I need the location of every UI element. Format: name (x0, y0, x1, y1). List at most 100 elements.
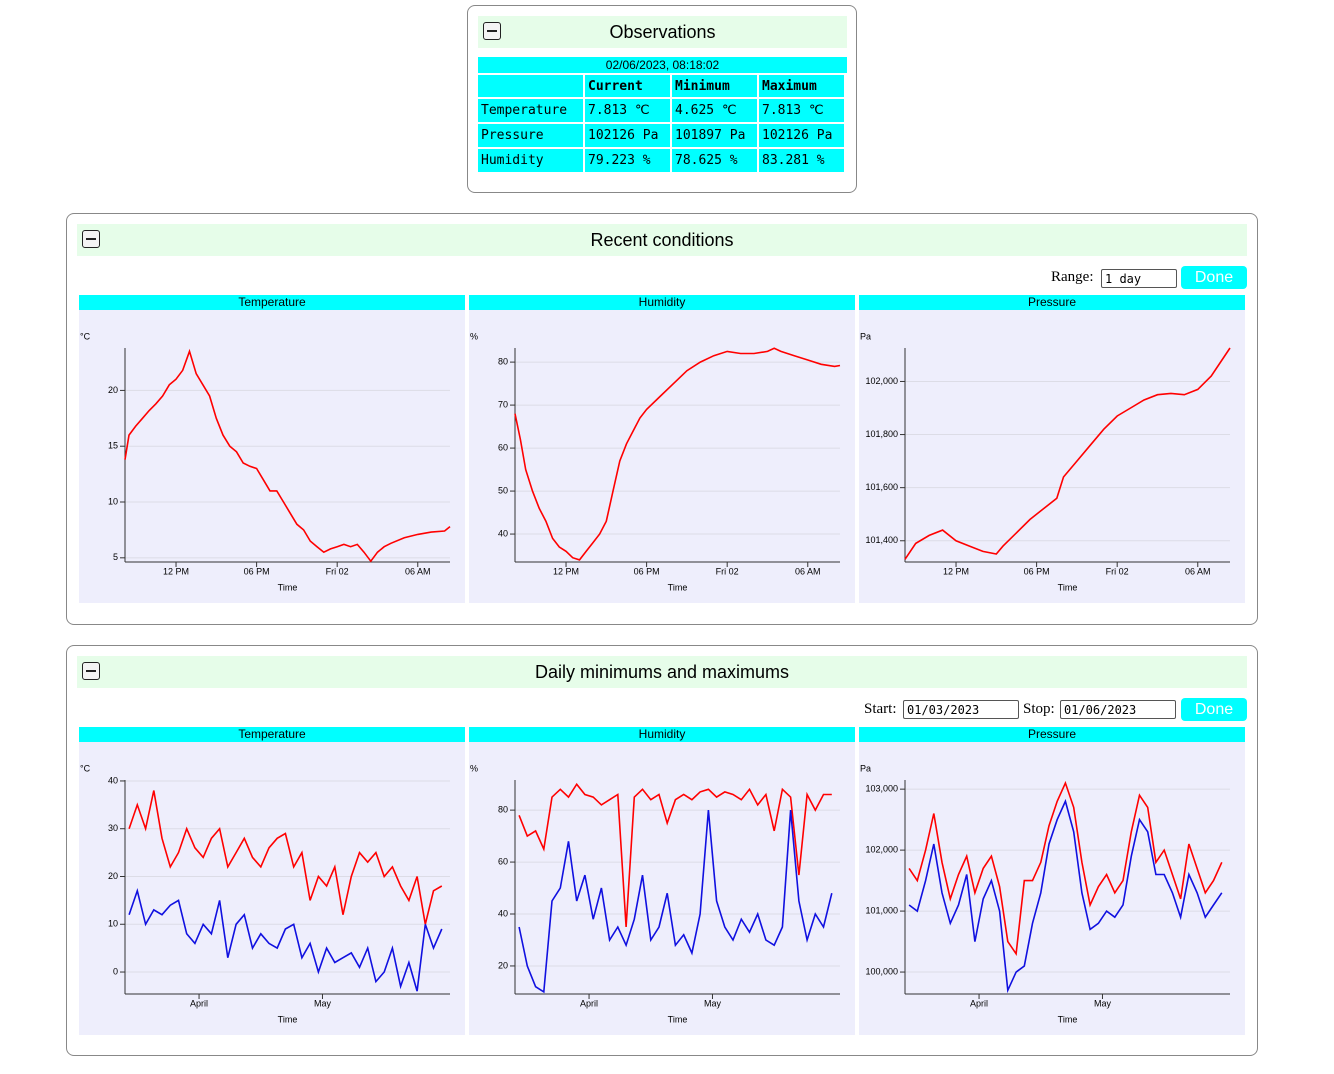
y-tick-label: 70 (498, 399, 508, 409)
y-tick-label: 40 (108, 775, 118, 785)
x-tick-label: 06 PM (1024, 566, 1050, 576)
chart-title: Humidity (469, 727, 855, 742)
cell: 78.625 % (672, 149, 757, 172)
chart: % Time 20 40 60 80 April May (469, 742, 855, 1035)
chart: Pa Time 101,400 101,600 101,800 102,000 12 PM 0… (859, 310, 1245, 603)
x-tick-label: April (580, 998, 598, 1008)
title-text: Recent conditions (590, 230, 734, 250)
y-axis-label: Pa (860, 331, 871, 341)
x-tick-label: 06 AM (405, 566, 431, 576)
x-tick-label: 06 PM (634, 566, 660, 576)
y-tick-label: 101,600 (865, 482, 898, 492)
cell: 4.625 ℃ (672, 99, 757, 122)
row-label: Humidity (478, 149, 583, 172)
minimize-button[interactable] (483, 22, 501, 40)
start-date[interactable]: 01/03/2023 (903, 700, 1019, 719)
minimize-button[interactable] (82, 662, 100, 680)
y-tick-label: 103,000 (865, 784, 898, 794)
cell: 83.281 % (759, 149, 844, 172)
y-axis-label: °C (80, 331, 91, 341)
y-tick-label: 60 (498, 442, 508, 452)
y-tick-label: 40 (498, 908, 508, 918)
x-tick-label: 06 AM (795, 566, 821, 576)
done-button[interactable]: Done (1181, 266, 1247, 289)
data-line (908, 780, 1223, 957)
col-head: Current (585, 75, 670, 97)
done-button[interactable]: Done (1181, 698, 1247, 721)
y-tick-label: 10 (108, 919, 118, 929)
cell: 79.223 % (585, 149, 670, 172)
y-tick-label: 50 (498, 485, 508, 495)
title-text: Daily minimums and maximums (534, 662, 790, 682)
chart: °C Time 5 10 15 20 12 PM 06 PM Fri 02 06 AM (79, 310, 465, 603)
y-tick-label: 60 (498, 856, 508, 866)
x-axis-label: Time (1058, 1014, 1078, 1024)
corner-cell (478, 75, 583, 97)
y-tick-label: 100,000 (865, 966, 898, 976)
cell: 101897 Pa (672, 124, 757, 147)
y-tick-label: 10 (108, 496, 118, 506)
col-head: Maximum (759, 75, 844, 97)
stop-label: Stop: (1023, 701, 1055, 717)
data-line (128, 887, 443, 992)
chart-title: Pressure (859, 295, 1245, 310)
data-line (124, 348, 451, 563)
y-tick-label: 20 (108, 871, 118, 881)
y-tick-label: 0 (113, 966, 118, 976)
data-line (518, 782, 832, 928)
x-axis-label: Time (278, 1014, 298, 1024)
x-tick-label: 06 PM (244, 566, 270, 576)
cell: 102126 Pa (759, 124, 844, 147)
data-line (514, 347, 841, 561)
y-tick-label: 101,000 (865, 905, 898, 915)
minimize-button[interactable] (82, 230, 100, 248)
x-tick-label: 12 PM (943, 566, 969, 576)
chart-title: Temperature (79, 727, 465, 742)
x-tick-label: Fri 02 (1106, 566, 1129, 576)
x-axis-label: Time (1058, 582, 1078, 592)
x-tick-label: 12 PM (163, 566, 189, 576)
x-axis-label: Time (278, 582, 298, 592)
x-tick-label: Fri 02 (716, 566, 739, 576)
y-tick-label: 30 (108, 823, 118, 833)
y-tick-label: 102,000 (865, 376, 898, 386)
cell: 7.813 ℃ (585, 99, 670, 122)
y-tick-label: 101,800 (865, 429, 898, 439)
observations-table: Current Minimum Maximum Temperature 7.813 ℃… (476, 73, 846, 174)
y-tick-label: 15 (108, 441, 118, 451)
chart-title: Pressure (859, 727, 1245, 742)
x-tick-label: April (970, 998, 988, 1008)
x-tick-label: May (704, 998, 722, 1008)
timestamp: 02/06/2023, 08:18:02 (478, 57, 847, 73)
x-tick-label: Fri 02 (326, 566, 349, 576)
y-tick-label: 102,000 (865, 844, 898, 854)
y-tick-label: 40 (498, 528, 508, 538)
cell: 102126 Pa (585, 124, 670, 147)
y-axis-label: % (470, 763, 478, 773)
y-tick-label: 80 (498, 805, 508, 815)
range-label: Range: (1051, 269, 1094, 285)
data-line (128, 790, 443, 925)
title-text: Observations (609, 22, 716, 42)
y-tick-label: 101,400 (865, 535, 898, 545)
x-tick-label: May (314, 998, 332, 1008)
data-line (518, 810, 833, 994)
stop-date[interactable]: 01/06/2023 (1060, 700, 1176, 719)
row-label: Pressure (478, 124, 583, 147)
chart: °C Time 0 10 20 30 40 April May (79, 742, 465, 1035)
chart-title: Humidity (469, 295, 855, 310)
row-label: Temperature (478, 99, 583, 122)
y-tick-label: 5 (113, 552, 118, 562)
x-tick-label: 12 PM (553, 566, 579, 576)
daily-panel: Daily minimums and maximums Start: 01/03… (66, 645, 1258, 1056)
cell: 7.813 ℃ (759, 99, 844, 122)
observations-title: Observations (478, 16, 847, 48)
chart: % Time 40 50 60 70 80 12 PM 06 PM Fri 02 06 AM (469, 310, 855, 603)
range-select[interactable]: 1 day (1101, 269, 1177, 288)
data-line (904, 347, 1231, 560)
y-tick-label: 80 (498, 356, 508, 366)
y-axis-label: % (470, 331, 478, 341)
observations-panel: Observations 02/06/2023, 08:18:02 Curren… (467, 5, 857, 193)
chart: Pa Time 100,000 101,000 102,000 103,000 April M… (859, 742, 1245, 1035)
